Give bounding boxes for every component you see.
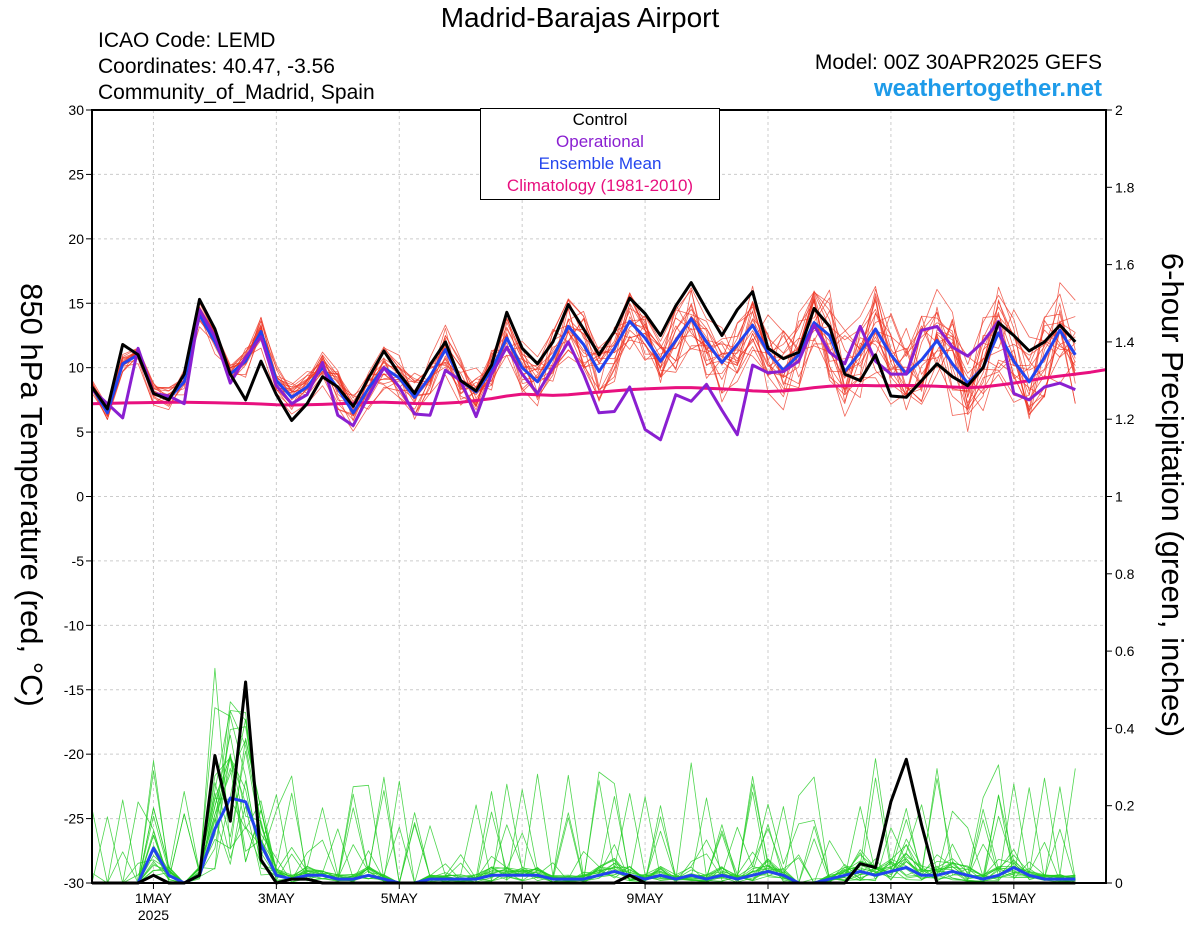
y-tick-label: -15 [64, 682, 84, 698]
legend-ensemble-mean: Ensemble Mean [538, 154, 662, 173]
x-tick-label: 13MAY [868, 890, 914, 906]
y2-tick-label: 1.6 [1115, 257, 1135, 273]
y2-tick-label: 1 [1115, 489, 1123, 505]
site-link[interactable]: weathertogether.net [873, 75, 1102, 102]
y2-tick-label: 0.4 [1115, 720, 1135, 736]
region: Community_of_Madrid, Spain [98, 81, 375, 104]
legend-operational: Operational [556, 132, 644, 151]
precip-member-line [92, 739, 1076, 884]
model-run: Model: 00Z 30APR2025 GEFS [814, 51, 1102, 74]
x-tick-label: 1MAY [135, 890, 173, 906]
y2-tick-label: 0.2 [1115, 798, 1135, 814]
temp-control-line [90, 281, 1077, 422]
y-tick-label: -10 [64, 617, 84, 633]
y-tick-label: 10 [68, 360, 84, 376]
y-tick-label: 25 [68, 166, 84, 182]
y2-tick-label: 0 [1115, 875, 1123, 891]
coordinates: Coordinates: 40.47, -3.56 [98, 55, 335, 78]
y2-tick-label: 1.8 [1115, 179, 1135, 195]
y-tick-label: 5 [76, 424, 84, 440]
x-tick-label: 3MAY [258, 890, 296, 906]
x-tick-label: 7MAY [504, 890, 542, 906]
y-tick-label: 15 [68, 295, 84, 311]
y2-tick-label: 2 [1115, 102, 1123, 118]
y-tick-label: 0 [76, 489, 84, 505]
temp-member-line [91, 297, 1076, 417]
precip-ensemble-mean-line [92, 796, 1076, 885]
temp-member-line [91, 293, 1076, 413]
y2-tick-label: 1.2 [1115, 411, 1135, 427]
precip-member-line [91, 760, 1076, 884]
chart-title: Madrid-Barajas Airport [440, 2, 720, 33]
y-tick-label: -25 [64, 811, 84, 827]
climatology-line [91, 368, 1107, 407]
legend-control: Control [572, 110, 628, 129]
legend: Control Operational Ensemble Mean Climat… [480, 108, 720, 200]
temp-member-line [91, 296, 1076, 420]
y-tick-label: 30 [68, 102, 84, 118]
y2-tick-label: 0.8 [1115, 566, 1135, 582]
y-tick-label: -20 [64, 746, 84, 762]
x-tick-label: 9MAY [627, 890, 665, 906]
temp-operational-line [90, 308, 1076, 442]
y-tick-label: 20 [68, 231, 84, 247]
y2-tick-label: 0.6 [1115, 643, 1135, 659]
y-tick-label: -5 [72, 553, 85, 569]
y-axis-label-precipitation: 6-hour Precipitation (green, inches) [1155, 252, 1190, 738]
precip-member-line [92, 734, 1076, 884]
y-tick-label: -30 [64, 875, 84, 891]
x-tick-label: 15MAY [991, 890, 1037, 906]
x-tick-label: 11MAY [746, 890, 790, 906]
icao-code: ICAO Code: LEMD [98, 29, 276, 52]
temp-member-line [91, 291, 1076, 413]
x-tick-label: 5MAY [381, 890, 419, 906]
temp-member-line [91, 282, 1076, 416]
legend-climatology: Climatology (1981-2010) [506, 176, 694, 195]
y-axis-label-temperature: 850 hPa Temperature (red, °C) [14, 283, 49, 707]
y2-tick-label: 1.4 [1115, 334, 1135, 350]
x-tick-sublabel: 2025 [138, 907, 169, 923]
